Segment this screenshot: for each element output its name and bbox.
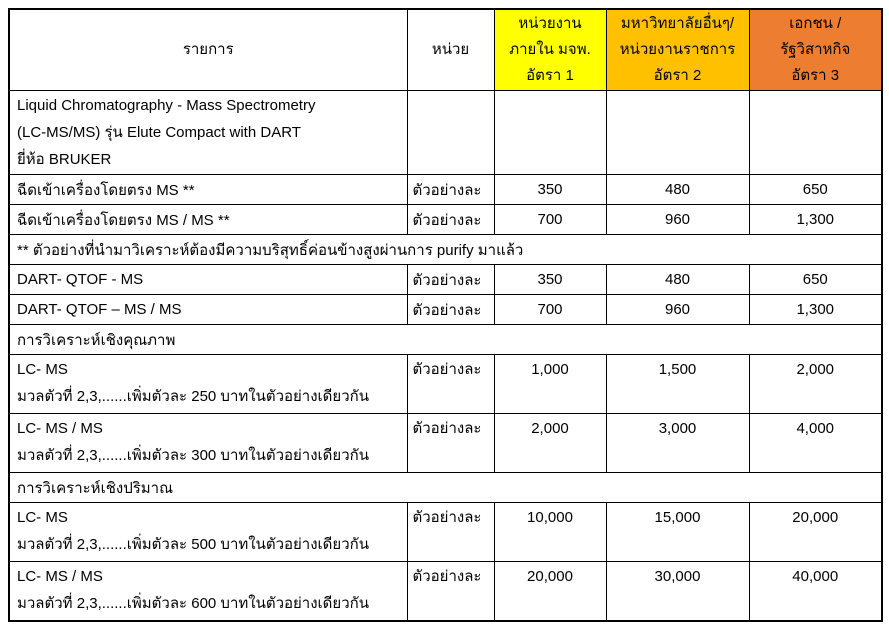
rate1-cell: 700: [493, 204, 607, 235]
rate3-cell: 1,300: [748, 294, 883, 325]
rate3-cell: 650: [748, 174, 883, 205]
rate3-cell: 2,000: [748, 354, 883, 414]
rate3-cell: 1,300: [748, 204, 883, 235]
unit-cell: ตัวอย่างละ: [406, 294, 495, 325]
rate1-cell: 2,000: [493, 413, 607, 473]
table-row: LC- MS มวลตัวที่ 2,3,......เพิ่มตัวละ 50…: [8, 502, 883, 562]
item-cell: ฉีดเข้าเครื่องโดยตรง MS **: [8, 174, 408, 205]
item-cell: Liquid Chromatography - Mass Spectrometr…: [8, 90, 408, 175]
rate2-cell: 480: [605, 264, 750, 295]
rate2-cell: 1,500: [605, 354, 750, 414]
rate2-cell: 480: [605, 174, 750, 205]
rate1-cell: 700: [493, 294, 607, 325]
rate3-cell: [748, 90, 883, 175]
unit-cell: ตัวอย่างละ: [406, 354, 495, 414]
rate1-cell: 10,000: [493, 502, 607, 562]
col-header-item: รายการ: [8, 8, 408, 91]
table-row: DART- QTOF – MS / MS ตัวอย่างละ 700 960 …: [8, 294, 883, 325]
col-header-unit: หน่วย: [406, 8, 495, 91]
col-header-rate2: มหาวิทยาลัยอื่นๆ/ หน่วยงานราชการ อัตรา 2: [605, 8, 750, 91]
rate-table: รายการ หน่วย หน่วยงาน ภายใน มจพ. อัตรา 1…: [8, 8, 883, 622]
rate2-cell: 960: [605, 294, 750, 325]
table-header-row: รายการ หน่วย หน่วยงาน ภายใน มจพ. อัตรา 1…: [8, 8, 883, 91]
table-row: ฉีดเข้าเครื่องโดยตรง MS ** ตัวอย่างละ 35…: [8, 174, 883, 205]
item-cell: LC- MS / MS มวลตัวที่ 2,3,......เพิ่มตัว…: [8, 413, 408, 473]
rate3-cell: 650: [748, 264, 883, 295]
rate1-cell: 1,000: [493, 354, 607, 414]
footnote-row: ** ตัวอย่างที่นำมาวิเคราะห์ต้องมีความบริ…: [8, 234, 883, 265]
section-title-cell: การวิเคราะห์เชิงคุณภาพ: [8, 324, 883, 355]
unit-cell: ตัวอย่างละ: [406, 502, 495, 562]
table-row: ฉีดเข้าเครื่องโดยตรง MS / MS ** ตัวอย่าง…: [8, 204, 883, 235]
rate2-cell: 960: [605, 204, 750, 235]
rate2-cell: 15,000: [605, 502, 750, 562]
unit-cell: ตัวอย่างละ: [406, 204, 495, 235]
item-cell: LC- MS มวลตัวที่ 2,3,......เพิ่มตัวละ 25…: [8, 354, 408, 414]
rate3-cell: 4,000: [748, 413, 883, 473]
section-row: การวิเคราะห์เชิงปริมาณ: [8, 472, 883, 503]
footnote-cell: ** ตัวอย่างที่นำมาวิเคราะห์ต้องมีความบริ…: [8, 234, 883, 265]
rate3-cell: 20,000: [748, 502, 883, 562]
rate3-cell: 40,000: [748, 561, 883, 622]
table-row: Liquid Chromatography - Mass Spectrometr…: [8, 90, 883, 175]
item-cell: DART- QTOF - MS: [8, 264, 408, 295]
table-row: LC- MS / MS มวลตัวที่ 2,3,......เพิ่มตัว…: [8, 561, 883, 622]
col-header-rate1: หน่วยงาน ภายใน มจพ. อัตรา 1: [493, 8, 607, 91]
rate2-cell: 30,000: [605, 561, 750, 622]
unit-cell: ตัวอย่างละ: [406, 264, 495, 295]
rate2-cell: 3,000: [605, 413, 750, 473]
section-title-cell: การวิเคราะห์เชิงปริมาณ: [8, 472, 883, 503]
col-header-rate3: เอกชน / รัฐวิสาหกิจ อัตรา 3: [748, 8, 883, 91]
item-cell: LC- MS มวลตัวที่ 2,3,......เพิ่มตัวละ 50…: [8, 502, 408, 562]
rate1-cell: [493, 90, 607, 175]
table-row: LC- MS / MS มวลตัวที่ 2,3,......เพิ่มตัว…: [8, 413, 883, 473]
unit-cell: [406, 90, 495, 175]
item-cell: LC- MS / MS มวลตัวที่ 2,3,......เพิ่มตัว…: [8, 561, 408, 622]
table-row: LC- MS มวลตัวที่ 2,3,......เพิ่มตัวละ 25…: [8, 354, 883, 414]
table-row: DART- QTOF - MS ตัวอย่างละ 350 480 650: [8, 264, 883, 295]
unit-cell: ตัวอย่างละ: [406, 413, 495, 473]
unit-cell: ตัวอย่างละ: [406, 174, 495, 205]
item-cell: DART- QTOF – MS / MS: [8, 294, 408, 325]
item-cell: ฉีดเข้าเครื่องโดยตรง MS / MS **: [8, 204, 408, 235]
rate1-cell: 350: [493, 264, 607, 295]
rate2-cell: [605, 90, 750, 175]
rate1-cell: 350: [493, 174, 607, 205]
rate1-cell: 20,000: [493, 561, 607, 622]
section-row: การวิเคราะห์เชิงคุณภาพ: [8, 324, 883, 355]
unit-cell: ตัวอย่างละ: [406, 561, 495, 622]
